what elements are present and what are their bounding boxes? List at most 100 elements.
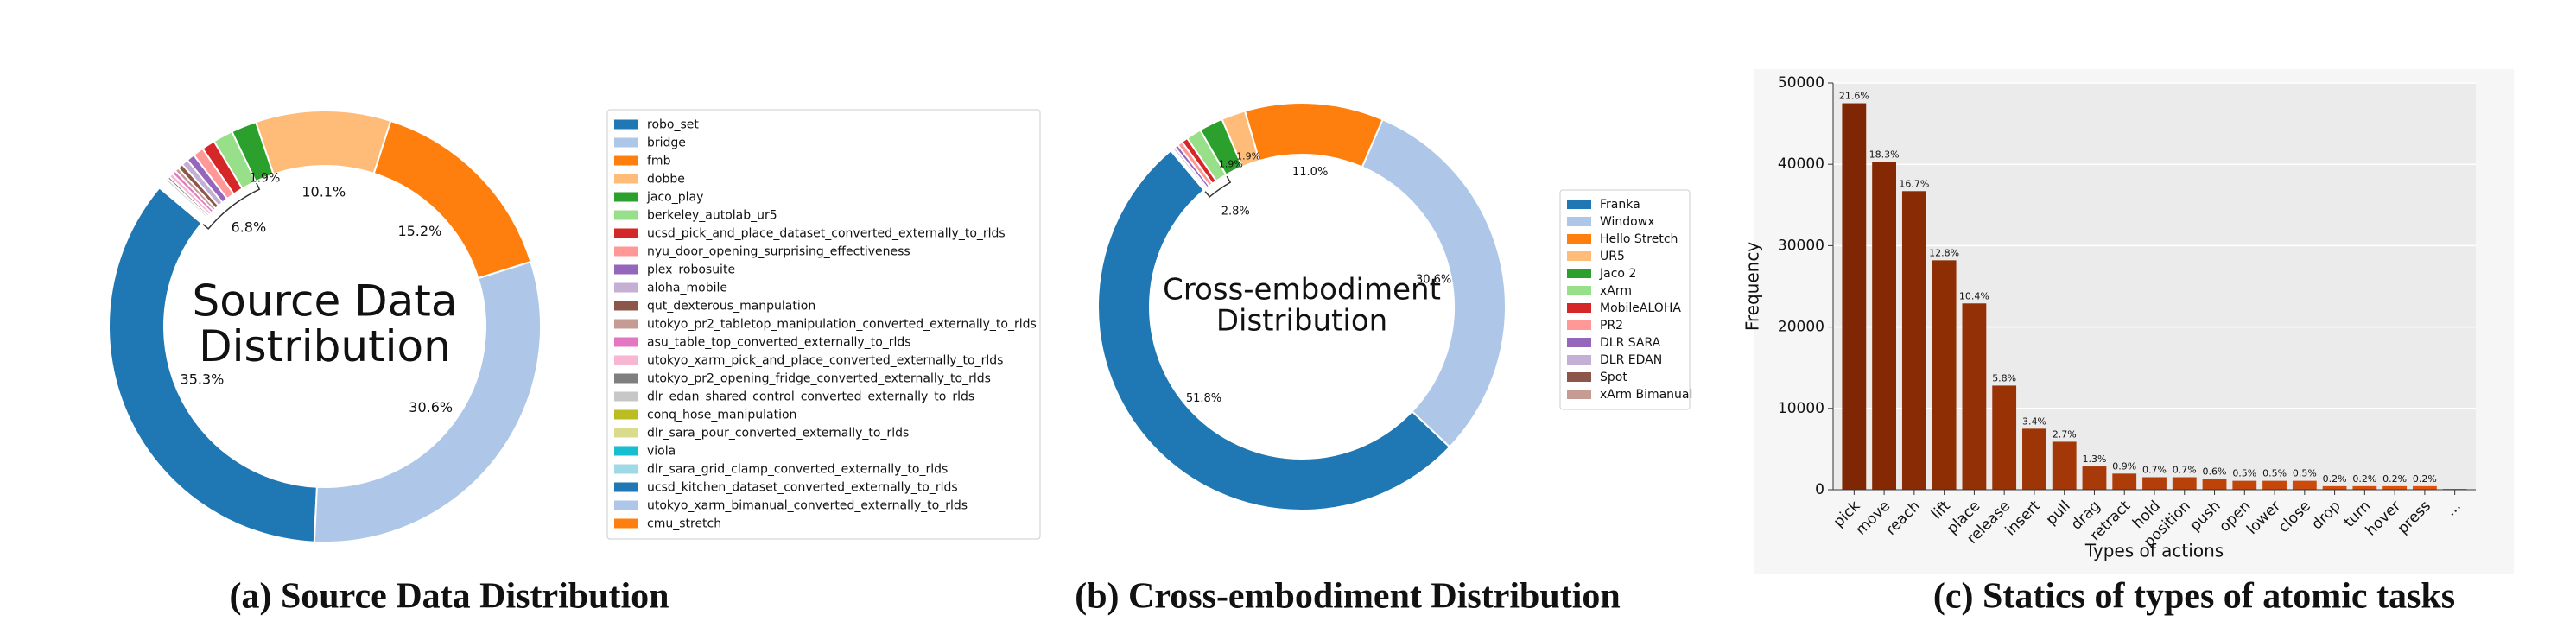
bar (2352, 485, 2377, 490)
caption: (a) Source Data Distribution (229, 577, 669, 617)
pct-label: 30.6% (409, 399, 453, 415)
legend-swatch (1567, 390, 1591, 399)
bar-value-label: 0.6% (2203, 466, 2227, 478)
legend-label: ucsd_kitchen_dataset_converted_externall… (647, 481, 958, 495)
legend-swatch (614, 391, 638, 402)
bar (2022, 428, 2046, 490)
bar-value-label: 16.7% (1899, 178, 1929, 189)
bar-value-label: 0.5% (2293, 468, 2317, 479)
legend-swatch (614, 264, 638, 275)
legend-label: fmb (647, 155, 671, 168)
legend-label: Franka (1600, 198, 1640, 212)
legend-swatch (614, 155, 638, 166)
legend-label: utokyo_pr2_tabletop_manipulation_convert… (647, 318, 1037, 332)
bar-value-label: 1.3% (2082, 453, 2106, 465)
bar-value-label: 5.8% (1992, 372, 2016, 384)
legend-swatch (1567, 251, 1591, 261)
legend-label: UR5 (1600, 250, 1625, 263)
legend-label: utokyo_xarm_pick_and_place_converted_ext… (647, 354, 1003, 368)
pct-label: 15.2% (397, 223, 441, 239)
bar (2322, 485, 2347, 490)
pct-label: 10.1% (301, 184, 346, 200)
legend-label: MobileALOHA (1600, 301, 1681, 315)
legend-swatch (1567, 303, 1591, 313)
bar-value-label: 18.3% (1869, 149, 1900, 160)
bar-value-label: 0.2% (2352, 473, 2376, 485)
legend-box (606, 109, 1041, 540)
legend-swatch (1567, 200, 1591, 209)
bar (2052, 441, 2077, 490)
legend-swatch (1567, 217, 1591, 226)
group-label: 6.8% (232, 219, 267, 236)
bar-value-label: 3.4% (2022, 415, 2046, 427)
legend-swatch (614, 192, 638, 202)
legend-swatch (614, 373, 638, 384)
center-text: Distribution (1216, 303, 1387, 338)
legend-swatch (1567, 234, 1591, 244)
legend-label: DLR EDAN (1600, 353, 1662, 367)
bar-value-label: 0.5% (2232, 468, 2256, 479)
legend-label: xArm Bimanual (1600, 388, 1692, 402)
pct-label: 11.0% (1292, 166, 1328, 179)
y-tick-label: 50000 (1778, 74, 1824, 92)
bar (1932, 260, 1957, 490)
y-tick-label: 30000 (1778, 237, 1824, 254)
bar (2292, 480, 2317, 490)
bar-value-label: 21.6% (1839, 91, 1869, 102)
y-tick-label: 40000 (1778, 155, 1824, 173)
group-label: 2.8% (1221, 206, 1250, 219)
y-axis-label: Frequency (1742, 242, 1763, 331)
pct-label: 51.8% (1186, 392, 1221, 405)
legend-label: dlr_edan_shared_control_converted_extern… (647, 390, 974, 404)
legend-swatch (1567, 286, 1591, 295)
legend-swatch (614, 137, 638, 148)
bar-value-label: 0.2% (2382, 473, 2407, 485)
bar (2202, 479, 2227, 490)
legend-label: plex_robosuite (647, 263, 735, 277)
legend-swatch (1567, 269, 1591, 278)
y-tick-label: 10000 (1778, 400, 1824, 417)
legend-label: cmu_stretch (647, 517, 721, 531)
bar-value-label: 12.8% (1929, 247, 1959, 258)
legend-swatch (614, 482, 638, 492)
wedge (1169, 148, 1207, 192)
legend-swatch (614, 337, 638, 347)
legend-swatch (614, 409, 638, 420)
bar (1992, 385, 2017, 490)
bar (2172, 477, 2197, 490)
caption: (b) Cross-embodiment Distribution (1075, 577, 1621, 617)
legend-label: PR2 (1600, 319, 1623, 333)
legend-swatch (614, 518, 638, 529)
legend-label: utokyo_pr2_opening_fridge_converted_exte… (647, 372, 991, 386)
y-tick-label: 20000 (1778, 319, 1824, 336)
center-text: Distribution (199, 321, 451, 371)
bar (1872, 162, 1897, 490)
bar-value-label: 0.9% (2112, 460, 2136, 472)
legend-swatch (614, 246, 638, 257)
bar (2142, 477, 2167, 490)
bar-value-label: 0.7% (2173, 464, 2197, 475)
bar (1901, 191, 1926, 490)
legend-swatch (614, 319, 638, 329)
bar-value-label: 0.2% (2413, 473, 2437, 485)
bar (2082, 466, 2107, 490)
bar (2382, 485, 2408, 490)
center-text: Source Data (192, 276, 457, 326)
wedge (254, 110, 392, 176)
legend-swatch (614, 428, 638, 438)
legend-label: qut_dexterous_manpulation (647, 300, 815, 314)
legend-box (1559, 189, 1691, 410)
wedge (158, 185, 204, 225)
legend-label: Jaco 2 (1599, 267, 1636, 281)
center-text: Cross-embodiment (1163, 273, 1441, 307)
pct-label: 1.9% (1236, 151, 1260, 162)
bar-value-label: 0.7% (2142, 464, 2167, 475)
bar (2232, 480, 2257, 490)
legend-swatch (614, 228, 638, 238)
legend-swatch (614, 446, 638, 456)
wedge (108, 186, 318, 543)
legend-swatch (1567, 338, 1591, 347)
legend-label: asu_table_top_converted_externally_to_rl… (647, 336, 911, 350)
bar-value-label: 0.5% (2262, 468, 2287, 479)
